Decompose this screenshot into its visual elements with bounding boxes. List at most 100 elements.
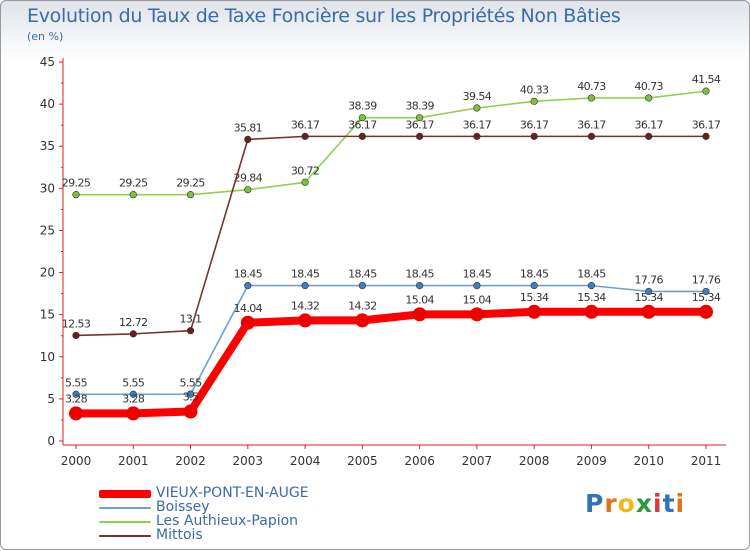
data-label: 17.76 [692, 273, 721, 286]
logo-letter: i [675, 489, 686, 518]
y-tick-label: 45 [40, 55, 55, 69]
data-label: 15.34 [692, 291, 721, 304]
data-label: 29.25 [62, 177, 91, 190]
data-label: 17.76 [634, 273, 663, 286]
data-point [412, 307, 427, 322]
x-tick-label: 2011 [691, 454, 722, 468]
data-point [358, 132, 366, 140]
logo-letter: t [662, 489, 676, 518]
data-label: 18.45 [405, 268, 434, 281]
data-label: 15.34 [520, 291, 549, 304]
data-label: 40.73 [634, 80, 663, 93]
legend-label-vieux-pont: VIEUX-PONT-EN-AUGE [156, 485, 309, 501]
data-label: 12.72 [119, 316, 148, 329]
data-point [473, 104, 481, 112]
data-point [416, 282, 424, 290]
data-label: 36.17 [348, 118, 377, 131]
chart-title: Evolution du Taux de Taxe Foncière sur l… [27, 5, 621, 27]
data-label: 29.25 [176, 177, 205, 190]
data-point [186, 191, 195, 199]
logo-letter: r [604, 489, 618, 518]
data-point [358, 114, 366, 122]
data-label: 36.17 [291, 118, 320, 131]
data-label: 29.84 [234, 172, 263, 185]
data-point [301, 178, 309, 186]
series-line [75, 284, 707, 396]
data-label: 39.54 [463, 90, 492, 103]
legend-label-boissey: Boissey [156, 499, 210, 515]
data-label: 18.45 [291, 268, 320, 281]
data-point [244, 135, 252, 144]
data-point [69, 406, 83, 421]
x-tick-label: 2008 [519, 454, 550, 468]
data-label: 15.04 [463, 293, 492, 306]
data-label: 5.55 [65, 376, 88, 389]
series-line [75, 135, 707, 337]
data-point [298, 313, 313, 328]
data-label: 15.34 [634, 291, 663, 304]
legend-label-authieux: Les Authieux-Papion [156, 513, 299, 529]
data-label: 41.54 [692, 73, 721, 86]
data-point [416, 132, 424, 140]
data-label: 18.45 [348, 268, 377, 281]
y-tick-label: 5 [47, 392, 55, 406]
data-point [416, 114, 424, 122]
data-point [129, 390, 137, 398]
data-label: 38.39 [348, 100, 377, 113]
unit-label: (en %) [27, 30, 64, 43]
data-point [473, 282, 481, 290]
data-label: 18.45 [520, 268, 549, 281]
x-tick-label: 2010 [633, 454, 664, 468]
x-tick-label: 2009 [576, 454, 607, 468]
x-tick-label: 2003 [233, 454, 264, 468]
data-point [641, 304, 656, 319]
legend-swatch-mittois [99, 535, 151, 537]
data-label: 14.32 [348, 299, 377, 312]
data-label: 36.17 [405, 118, 434, 131]
data-point [645, 94, 653, 102]
data-point [358, 282, 366, 290]
data-point [240, 315, 255, 330]
data-point [72, 390, 80, 398]
data-point [244, 282, 252, 290]
y-tick-label: 0 [47, 434, 55, 448]
data-label: 3.28 [65, 392, 88, 405]
legend-swatch-boissey [99, 507, 151, 509]
data-label: 14.32 [291, 299, 320, 312]
data-point [530, 97, 538, 105]
data-point [645, 287, 653, 296]
data-point [645, 132, 653, 140]
data-label: 5.55 [179, 376, 202, 389]
data-label: 38.39 [405, 100, 434, 113]
series-line [72, 307, 710, 418]
x-tick-label: 2005 [347, 454, 378, 468]
data-point [530, 132, 538, 140]
logo-letter: P [585, 489, 605, 518]
data-point [527, 304, 542, 319]
data-point [129, 191, 137, 199]
x-tick-label: 2004 [290, 454, 321, 468]
logo-letter: i [653, 489, 663, 518]
legend-swatch-vieux-pont [99, 490, 151, 498]
x-tick-label: 2000 [61, 454, 92, 468]
data-label: 15.04 [405, 293, 434, 306]
data-point [702, 132, 710, 140]
proxiti-logo: Proxiti [585, 489, 685, 518]
logo-letter: x [635, 489, 653, 518]
data-label: 5.55 [122, 376, 145, 389]
data-label: 18.45 [463, 268, 492, 281]
legend-label-mittois: Mittois [156, 527, 203, 543]
data-label: 29.25 [119, 177, 148, 190]
data-label: 13.1 [179, 313, 201, 326]
data-point [301, 282, 309, 290]
data-point [244, 186, 252, 194]
data-label: 30.72 [291, 164, 320, 177]
data-label: 3.5 [183, 391, 199, 404]
y-tick-label: 35 [40, 139, 55, 153]
data-point [473, 132, 481, 140]
data-label: 18.45 [234, 268, 263, 281]
logo-letter: o [617, 489, 636, 518]
data-label: 40.73 [577, 80, 606, 93]
